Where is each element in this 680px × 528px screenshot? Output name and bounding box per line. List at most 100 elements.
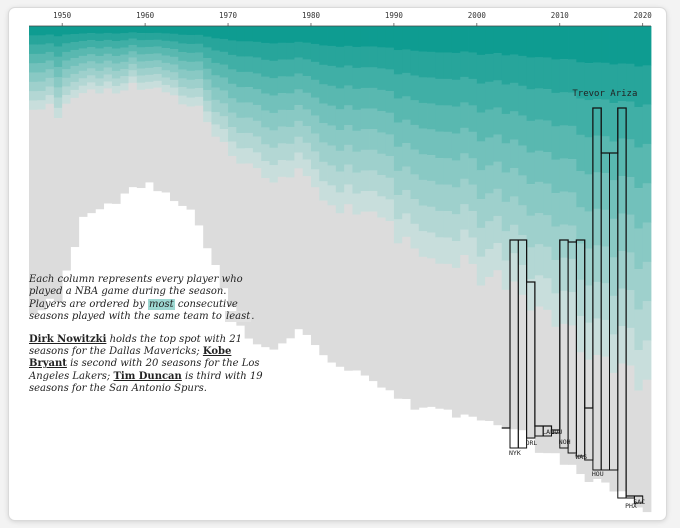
season-column-band — [70, 65, 80, 75]
season-column-band — [543, 57, 552, 90]
season-column-band — [501, 260, 511, 291]
season-column-band — [642, 340, 652, 381]
season-column-band — [111, 40, 121, 49]
chart-annotation: Each column represents every player who … — [29, 274, 264, 406]
season-column-band — [642, 261, 652, 302]
season-column-band — [435, 26, 445, 53]
season-column-band — [302, 109, 312, 127]
season-column-band — [609, 26, 619, 65]
season-column-band — [219, 103, 229, 117]
season-column-least — [369, 211, 378, 382]
season-column-band — [584, 248, 594, 286]
season-column-band — [476, 83, 486, 113]
season-column-band — [29, 26, 38, 36]
season-column-band — [393, 50, 403, 75]
season-column-band — [103, 46, 113, 55]
season-column-band — [161, 70, 171, 78]
season-column-band — [169, 49, 179, 58]
season-column-least — [468, 263, 478, 417]
season-column-band — [178, 69, 187, 79]
season-column-least — [592, 354, 602, 480]
x-tick-label: 2010 — [551, 11, 570, 20]
season-column-band — [485, 137, 494, 166]
team-stint-label: SAC — [633, 498, 645, 506]
season-column-band — [310, 79, 320, 98]
season-column-band — [269, 130, 279, 149]
season-column-band — [103, 74, 113, 82]
season-column-least — [111, 93, 121, 204]
season-column-band — [53, 36, 63, 47]
season-column-band — [451, 79, 461, 107]
season-column-band — [609, 257, 619, 297]
season-column-band — [111, 85, 121, 94]
season-column-band — [551, 159, 561, 194]
season-column-band — [402, 96, 411, 120]
season-column-band — [327, 85, 337, 106]
team-stint-label: NYK — [509, 449, 521, 457]
season-column-band — [410, 223, 420, 249]
season-column-band — [510, 139, 519, 169]
season-column-band — [62, 51, 71, 61]
season-column-band — [518, 115, 527, 146]
season-column-band — [592, 208, 602, 246]
season-column-band — [219, 64, 229, 78]
season-column-band — [136, 40, 146, 48]
season-column-least — [310, 187, 320, 346]
season-column-band — [310, 115, 320, 134]
season-column-band — [518, 235, 527, 266]
season-column-band — [70, 57, 80, 67]
season-column-band — [451, 160, 461, 188]
season-column-band — [468, 131, 478, 159]
season-column-band — [37, 35, 46, 45]
season-column-band — [203, 36, 212, 48]
season-column-band — [551, 293, 561, 328]
season-column-band — [385, 199, 395, 222]
season-column-band — [584, 63, 594, 101]
season-column-band — [294, 105, 304, 122]
season-column-band — [402, 166, 411, 191]
player-season-outline — [617, 107, 627, 499]
season-column-band — [568, 192, 577, 226]
season-column-band — [194, 52, 204, 62]
season-column-band — [78, 85, 88, 94]
season-column-band — [609, 334, 619, 374]
season-column-band — [62, 60, 71, 70]
season-column-least — [427, 258, 436, 407]
season-column-band — [120, 47, 129, 55]
season-column-least — [402, 236, 411, 399]
season-column-band — [269, 147, 279, 166]
season-column-band — [418, 26, 428, 52]
season-column-band — [344, 125, 353, 146]
season-column-band — [29, 44, 38, 55]
season-column-band — [476, 199, 486, 229]
season-column-band — [576, 134, 586, 172]
season-column-band — [45, 95, 55, 105]
season-column-band — [103, 39, 113, 48]
season-column-band — [286, 160, 295, 178]
team-stint-label: ORL — [526, 439, 538, 447]
season-column-least — [551, 326, 561, 454]
season-column-band — [78, 33, 88, 42]
season-column-band — [286, 126, 295, 145]
season-column-band — [186, 52, 196, 63]
season-column-band — [335, 46, 345, 68]
season-column-band — [186, 34, 196, 45]
season-column-band — [518, 85, 527, 116]
season-column-least — [244, 163, 254, 339]
season-column-band — [45, 26, 55, 35]
season-column-band — [70, 89, 80, 99]
season-column-band — [460, 102, 469, 129]
season-column-band — [501, 201, 511, 232]
season-column-band — [526, 89, 536, 122]
season-column-band — [592, 62, 602, 100]
season-column-band — [53, 107, 63, 119]
season-column-band — [468, 105, 478, 133]
player-season-outline — [575, 239, 586, 457]
season-column-band — [145, 81, 154, 90]
season-column-band — [178, 43, 187, 53]
season-column-band — [576, 26, 586, 63]
season-column-band — [294, 136, 304, 153]
season-column-band — [485, 109, 494, 138]
season-column-band — [592, 281, 602, 319]
season-column-band — [510, 167, 519, 197]
